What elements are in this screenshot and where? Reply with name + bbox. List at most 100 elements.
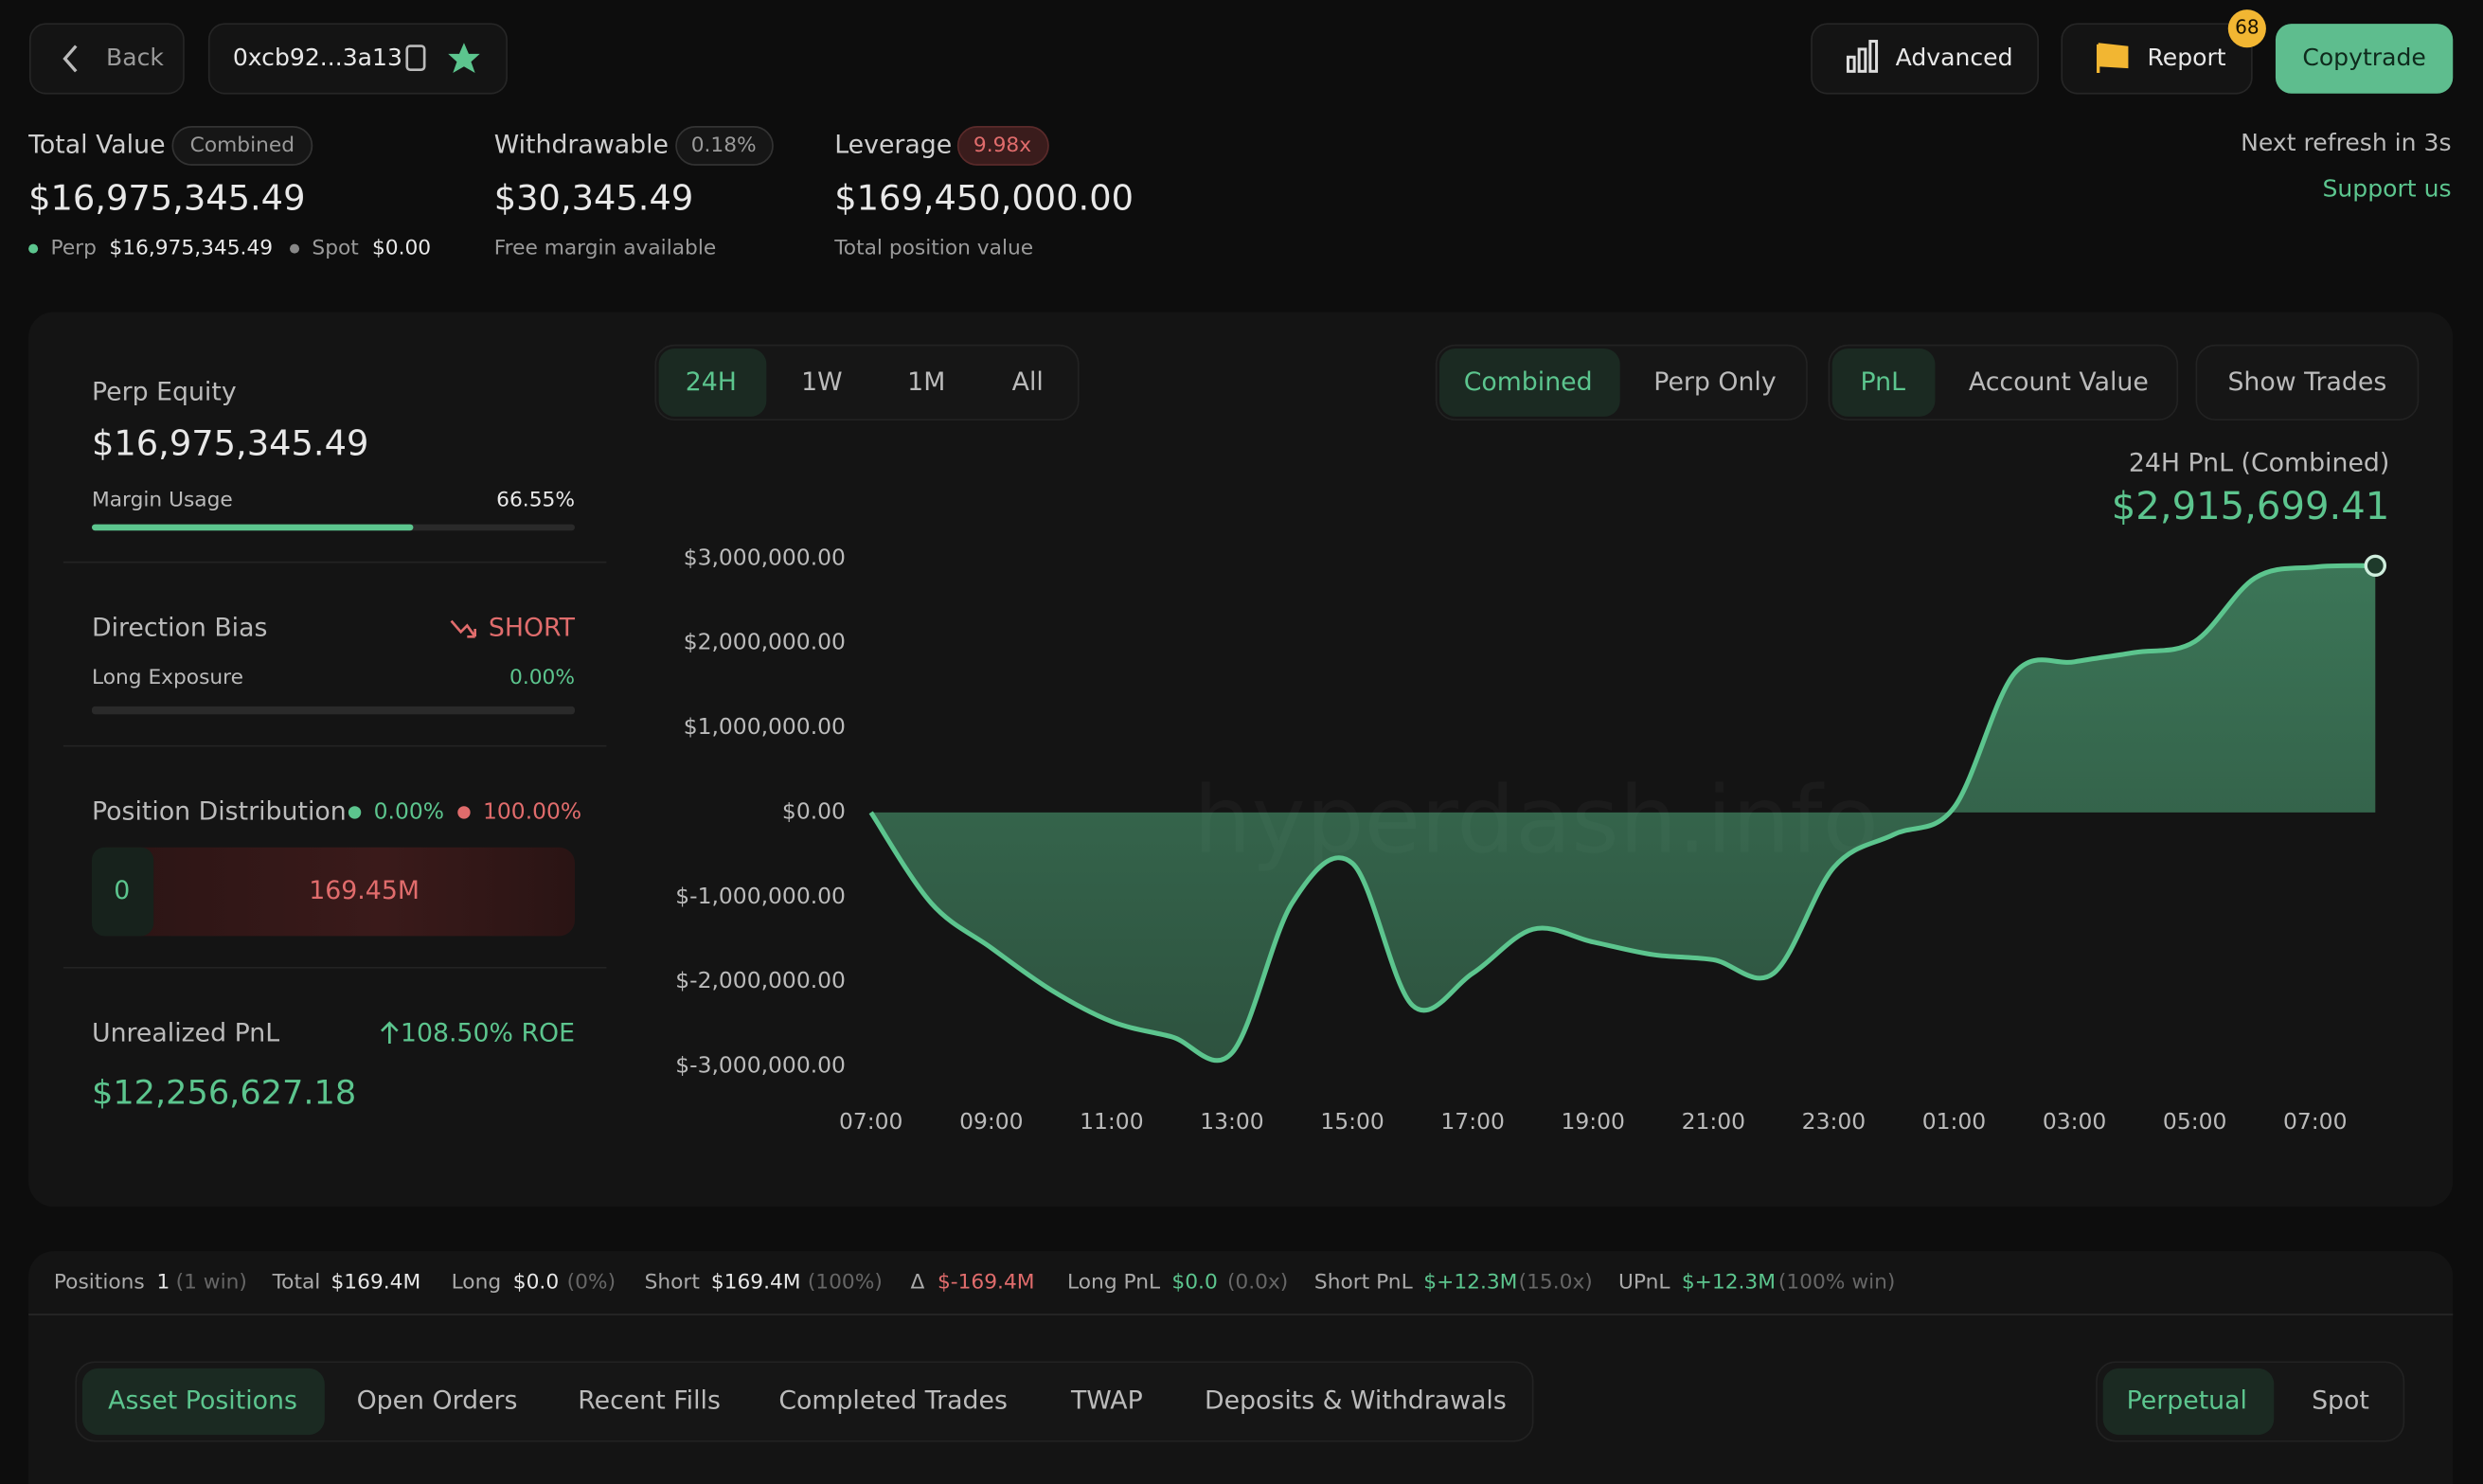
x-tick-label: 03:00	[2043, 1108, 2106, 1135]
summary-note: (100%)	[808, 1271, 883, 1295]
tag	[956, 126, 1049, 166]
summary-note: (1 win)	[176, 1271, 247, 1295]
show-trades-label[interactable]: Show Trades	[2227, 367, 2386, 397]
x-tick-label: 17:00	[1440, 1108, 1504, 1135]
report-label[interactable]: Report	[2147, 44, 2225, 71]
range-button[interactable]: 1W	[801, 367, 842, 397]
range-button[interactable]: 1M	[907, 367, 945, 397]
report-badge	[2227, 9, 2266, 48]
short-dot	[457, 806, 471, 819]
metric-button[interactable]: Account Value	[1969, 367, 2149, 397]
card-value: $16,975,345.49	[92, 422, 368, 463]
tab[interactable]: Completed Trades	[778, 1386, 1008, 1415]
report-badge-count: 68	[2235, 16, 2260, 39]
y-tick-label: $-2,000,000.00	[675, 967, 846, 993]
y-tick-label: $-3,000,000.00	[675, 1052, 846, 1079]
y-tick-label: $0.00	[782, 797, 846, 824]
tab[interactable]: Deposits & Withdrawals	[1205, 1386, 1507, 1415]
x-tick-label: 23:00	[1802, 1108, 1866, 1135]
active-market	[2102, 1368, 2275, 1436]
summary-value: $+12.3M	[1682, 1271, 1776, 1295]
summary-value: $169.4M	[330, 1271, 420, 1295]
summary-value: $+12.3M	[1423, 1271, 1517, 1295]
show-trades-button[interactable]	[2195, 344, 2420, 421]
summary-label: Long PnL	[1067, 1271, 1160, 1295]
back-label[interactable]: Back	[106, 44, 164, 71]
summary-label: Short PnL	[1314, 1271, 1413, 1295]
perp-dot	[28, 243, 39, 254]
address-box[interactable]	[207, 23, 508, 95]
mode-button[interactable]: Combined	[1464, 367, 1593, 397]
copytrade-label[interactable]: Copytrade	[2302, 44, 2425, 71]
exposure-label: Long Exposure	[92, 666, 243, 689]
metric-button[interactable]: PnL	[1860, 367, 1905, 397]
perp-label: Perp	[51, 237, 97, 260]
stat-label: Leverage	[834, 130, 952, 159]
distribution-long	[91, 847, 154, 937]
mode-button[interactable]: Perp Only	[1653, 367, 1777, 397]
spot-value: $0.00	[372, 237, 431, 260]
refresh-timer: Next refresh in 3s	[2241, 129, 2451, 156]
margin-label: Margin Usage	[92, 488, 233, 511]
y-tick-label: $-1,000,000.00	[675, 883, 846, 909]
chart-subtitle: $2,915,699.41	[2112, 485, 2390, 528]
market-tab[interactable]: Spot	[2312, 1386, 2369, 1415]
summary-note: (0%)	[567, 1271, 616, 1295]
x-tick-label: 13:00	[1200, 1108, 1263, 1135]
advanced-button[interactable]	[1811, 23, 2039, 95]
stat-tag: Combined	[190, 134, 295, 157]
active-metric	[1831, 348, 1936, 417]
market-tab[interactable]: Perpetual	[2127, 1386, 2247, 1415]
long-amount: 0	[114, 876, 130, 905]
short-share: 100.00%	[483, 797, 581, 824]
advanced-label[interactable]: Advanced	[1896, 44, 2013, 71]
end-point	[2364, 554, 2386, 578]
distribution-bar	[91, 847, 576, 937]
summary-note: (100% win)	[1778, 1271, 1896, 1295]
card-label: Perp Equity	[92, 377, 237, 406]
short-icon	[450, 619, 476, 638]
address: 0xcb92...3a13	[233, 44, 402, 71]
chart-title: 24H PnL (Combined)	[2129, 449, 2389, 478]
summary-label: Positions	[54, 1271, 145, 1295]
y-tick-label: $2,000,000.00	[684, 629, 846, 655]
range-button[interactable]: 24H	[686, 367, 737, 397]
summary-label: Long	[452, 1271, 502, 1295]
line	[868, 563, 2376, 1064]
tab[interactable]: Open Orders	[357, 1386, 518, 1415]
perp-value: $16,975,345.49	[109, 237, 273, 260]
stat-label: Withdrawable	[494, 130, 669, 159]
star-icon[interactable]	[448, 43, 480, 73]
active-tab	[81, 1368, 325, 1436]
range-button[interactable]: All	[1012, 367, 1044, 397]
summary-label: Short	[645, 1271, 700, 1295]
card-label: Unrealized PnL	[92, 1019, 279, 1048]
stat-label: Total Value	[27, 130, 165, 159]
long-dot	[348, 806, 362, 819]
summary-value: $0.0	[1171, 1271, 1217, 1295]
back-icon	[63, 45, 78, 73]
tag	[171, 126, 313, 166]
summary-label: UPnL	[1618, 1271, 1670, 1295]
back-button[interactable]	[28, 23, 185, 95]
active-mode	[1439, 348, 1620, 417]
x-tick-label: 07:00	[839, 1108, 902, 1135]
y-tick-label: $3,000,000.00	[684, 544, 846, 570]
tab[interactable]: Asset Positions	[108, 1386, 297, 1415]
summary-note: (15.0x)	[1519, 1271, 1593, 1295]
copytrade-button[interactable]	[2275, 24, 2454, 94]
report-button[interactable]	[2061, 23, 2253, 95]
stat-tag: 0.18%	[691, 134, 757, 157]
flag-icon	[2096, 43, 2129, 73]
tab[interactable]: Recent Fills	[578, 1386, 721, 1415]
y-tick-label: $1,000,000.00	[684, 713, 846, 740]
exposure-bar	[91, 706, 576, 715]
tab[interactable]: TWAP	[1070, 1386, 1143, 1415]
advanced-icon	[1846, 40, 1879, 73]
support-link[interactable]: Support us	[2322, 175, 2451, 203]
stat-value: $16,975,345.49	[28, 177, 305, 218]
spot-dot	[290, 243, 300, 254]
main-panel	[28, 312, 2454, 1207]
copy-icon[interactable]	[405, 45, 426, 71]
